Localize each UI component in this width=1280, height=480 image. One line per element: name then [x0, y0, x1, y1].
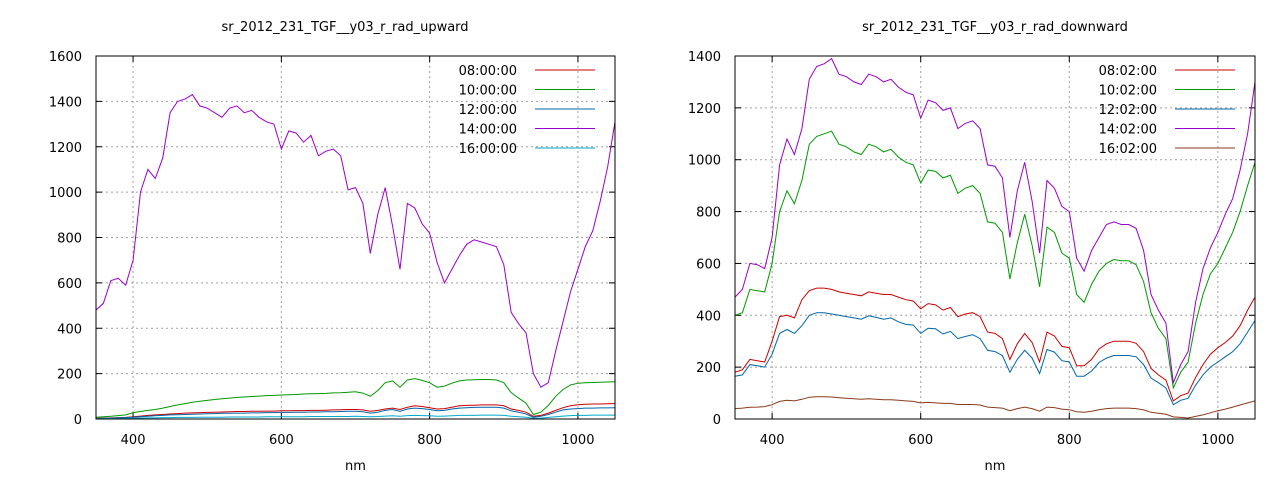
y-tick-label: 1600 — [49, 50, 82, 65]
legend-label-1: 10:00:00 — [459, 84, 517, 99]
y-tick-label: 1400 — [49, 95, 82, 110]
legend-label-2: 12:00:00 — [459, 103, 517, 118]
y-tick-label: 1200 — [688, 102, 721, 117]
y-tick-label: 400 — [57, 322, 82, 337]
legend-label-4: 16:00:00 — [459, 142, 517, 157]
legend-label-1: 10:02:00 — [1099, 84, 1157, 99]
y-tick-label: 200 — [57, 368, 82, 383]
x-axis-label: nm — [345, 459, 366, 474]
y-tick-label: 600 — [696, 257, 721, 272]
x-axis-label: nm — [985, 459, 1006, 474]
x-tick-label: 800 — [1057, 433, 1082, 448]
chart-title: sr_2012_231_TGF__y03_r_rad_downward — [862, 20, 1128, 35]
legend-label-2: 12:02:00 — [1099, 103, 1157, 118]
x-tick-label: 400 — [760, 433, 785, 448]
x-tick-label: 600 — [908, 433, 933, 448]
y-tick-label: 1000 — [688, 154, 721, 169]
series-line-0 — [735, 287, 1255, 402]
legend-label-0: 08:00:00 — [459, 64, 517, 79]
series-line-1 — [96, 378, 615, 418]
x-tick-label: 800 — [417, 433, 442, 448]
x-tick-label: 1000 — [1201, 433, 1234, 448]
chart-title: sr_2012_231_TGF__y03_r_rad_upward — [221, 20, 468, 35]
series-line-3 — [735, 57, 1255, 385]
series-line-4 — [735, 396, 1255, 419]
series-line-0 — [96, 403, 615, 419]
x-tick-label: 1000 — [561, 433, 594, 448]
legend-label-4: 16:02:00 — [1099, 142, 1157, 157]
legend-label-3: 14:02:00 — [1099, 123, 1157, 138]
series-line-1 — [735, 130, 1255, 390]
y-tick-label: 600 — [57, 277, 82, 292]
series-line-3 — [96, 93, 615, 388]
y-tick-label: 400 — [696, 309, 721, 324]
y-tick-label: 0 — [713, 413, 721, 428]
series-line-4 — [96, 414, 615, 419]
y-tick-label: 1200 — [49, 141, 82, 156]
y-tick-label: 1400 — [688, 50, 721, 65]
plot-frame — [734, 55, 1256, 420]
series-line-2 — [735, 312, 1255, 406]
chart-1: sr_2012_231_TGF__y03_r_rad_downward 400 60… — [688, 20, 1256, 474]
y-tick-label: 200 — [696, 361, 721, 376]
series-line-2 — [96, 406, 615, 419]
y-tick-label: 0 — [74, 413, 82, 428]
legend-label-0: 08:02:00 — [1099, 64, 1157, 79]
y-tick-label: 800 — [57, 232, 82, 247]
chart-0: sr_2012_231_TGF__y03_r_rad_upward 400 600 8… — [49, 20, 616, 474]
legend-label-3: 14:00:00 — [459, 123, 517, 138]
y-tick-label: 800 — [696, 206, 721, 221]
y-tick-label: 1000 — [49, 186, 82, 201]
x-tick-label: 600 — [269, 433, 294, 448]
plot-frame — [95, 55, 616, 420]
x-tick-label: 400 — [121, 433, 146, 448]
